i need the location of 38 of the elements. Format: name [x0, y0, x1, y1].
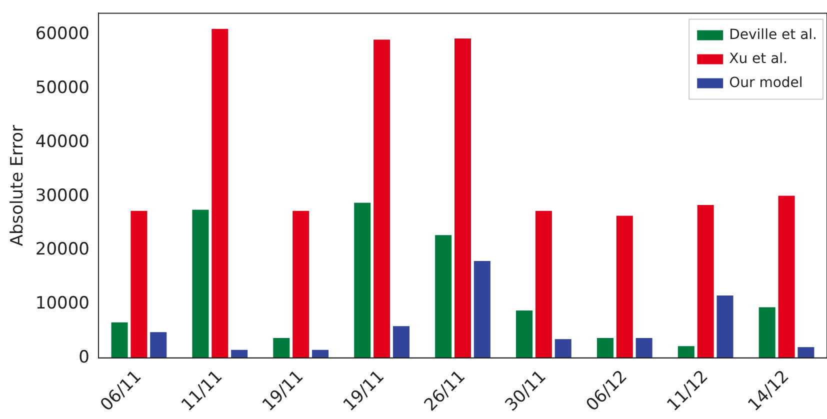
bar [292, 210, 310, 358]
bar [758, 307, 776, 358]
legend-label: Our model [729, 74, 803, 91]
bar [535, 210, 552, 358]
bar [212, 28, 228, 358]
bar [111, 322, 128, 358]
y-tick-label: 40000 [35, 132, 90, 152]
y-tick-label: 30000 [35, 186, 90, 206]
bar [192, 210, 209, 358]
bar [231, 350, 248, 358]
legend-label: Xu et al. [729, 50, 788, 67]
bar [150, 332, 167, 358]
bar [435, 235, 452, 358]
bar [454, 38, 471, 358]
bar [697, 204, 714, 358]
y-tick-label: 10000 [35, 293, 90, 314]
bar [474, 260, 490, 358]
bar [678, 346, 694, 358]
y-tick-label: 50000 [35, 78, 90, 98]
bar [636, 338, 652, 358]
bar [596, 338, 614, 358]
bar [616, 216, 633, 358]
bar [716, 295, 734, 358]
bar [273, 338, 290, 358]
y-tick-label: 0 [78, 347, 90, 368]
bar [392, 326, 410, 358]
bar [798, 347, 814, 358]
bar [374, 40, 390, 358]
y-tick-label: 20000 [35, 240, 90, 260]
y-tick-label: 60000 [35, 24, 90, 44]
legend-label: Deville et al. [729, 26, 818, 43]
bar [312, 350, 329, 358]
bar [516, 310, 533, 358]
bar [778, 196, 795, 358]
bar [354, 202, 371, 358]
bar [554, 339, 572, 358]
y-axis-title: Absolute Error [8, 124, 28, 246]
bar [130, 210, 148, 358]
